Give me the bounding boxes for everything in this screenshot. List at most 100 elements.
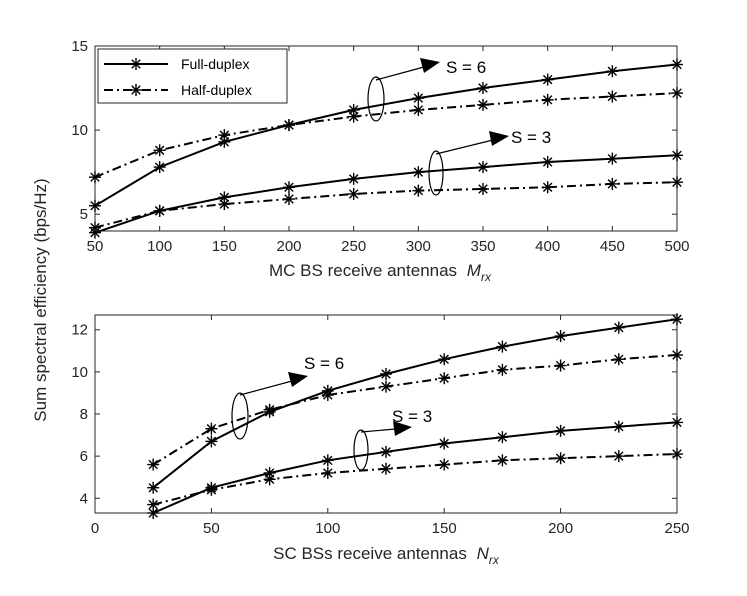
data-point bbox=[477, 82, 489, 95]
x-tick-label: 150 bbox=[432, 520, 457, 537]
x-tick-label: 100 bbox=[315, 520, 340, 537]
bottom-ticks: 0 50 100 150 200 250 4 6 8 10 12 bbox=[71, 315, 690, 537]
data-point bbox=[496, 454, 509, 467]
y-tick-label: 5 bbox=[80, 206, 88, 223]
top-plot-frame bbox=[94, 45, 678, 232]
data-point bbox=[496, 431, 509, 444]
y-axis-label: Sum spectral efficiency (bps/Hz) bbox=[31, 178, 50, 421]
data-point bbox=[380, 445, 392, 458]
x-tick-label: 250 bbox=[664, 520, 689, 537]
data-point bbox=[321, 389, 334, 402]
data-point bbox=[541, 73, 554, 86]
legend-marker-star bbox=[130, 84, 142, 96]
top-s6-label: S = 6 bbox=[446, 58, 486, 77]
top-annotation-s3: S = 3 bbox=[428, 128, 551, 196]
data-point bbox=[205, 435, 218, 448]
bottom-subplot: 0 50 100 150 200 250 4 6 8 10 12 S = 6 S = 3 SC BS… bbox=[71, 313, 690, 567]
data-point bbox=[496, 340, 509, 353]
series-full-duplex-6 bbox=[94, 63, 678, 207]
y-tick-label: 6 bbox=[80, 448, 88, 465]
bottom-annotation-s3: S = 3 bbox=[353, 407, 432, 471]
data-point bbox=[218, 135, 231, 148]
data-point bbox=[612, 353, 625, 366]
x-tick-label: 200 bbox=[276, 238, 301, 255]
top-subplot: 50 100 150 200 250 300 350 400 450 500 5 10 15 Full-… bbox=[71, 38, 689, 284]
legend: Full-duplex Half-duplex bbox=[97, 48, 288, 104]
data-point bbox=[153, 144, 166, 157]
data-point bbox=[380, 380, 392, 393]
data-point bbox=[554, 452, 567, 465]
legend-box bbox=[97, 48, 288, 104]
data-point bbox=[438, 372, 451, 385]
x-tick-label: 300 bbox=[406, 238, 431, 255]
top-s6-arrowhead bbox=[420, 58, 440, 73]
data-point bbox=[554, 330, 567, 343]
data-point bbox=[205, 422, 218, 435]
top-s3-label: S = 3 bbox=[511, 128, 551, 147]
data-point bbox=[321, 454, 334, 467]
data-point bbox=[153, 161, 166, 174]
x-tick-label: 400 bbox=[535, 238, 560, 255]
data-point bbox=[205, 483, 218, 496]
x-tick-label: 50 bbox=[87, 238, 104, 255]
data-point bbox=[283, 119, 295, 132]
data-point bbox=[671, 149, 683, 162]
data-point bbox=[412, 103, 425, 116]
top-s6-ellipse bbox=[367, 76, 385, 122]
series-half-duplex-3 bbox=[152, 453, 678, 506]
y-tick-label: 4 bbox=[80, 490, 88, 507]
top-series bbox=[89, 58, 683, 239]
bottom-s6-ellipse bbox=[231, 392, 249, 440]
data-point bbox=[541, 181, 554, 194]
data-point bbox=[606, 152, 619, 165]
data-point bbox=[89, 221, 101, 234]
top-s3-arrow-line bbox=[435, 139, 494, 155]
legend-half-duplex-label: Half-duplex bbox=[181, 82, 252, 98]
bottom-series bbox=[147, 313, 683, 519]
x-tick-label: 100 bbox=[147, 238, 172, 255]
data-point bbox=[283, 181, 295, 194]
top-annotation-s6: S = 6 bbox=[367, 58, 486, 122]
x-tick-label: 200 bbox=[548, 520, 573, 537]
data-point bbox=[496, 363, 509, 376]
bottom-s3-ellipse bbox=[353, 429, 369, 471]
y-tick-label: 12 bbox=[71, 322, 88, 339]
data-point bbox=[412, 184, 425, 197]
x-tick-label: 350 bbox=[470, 238, 495, 255]
data-point bbox=[477, 98, 489, 111]
data-point bbox=[612, 420, 625, 433]
data-point bbox=[606, 65, 619, 78]
y-tick-label: 8 bbox=[80, 406, 88, 423]
data-point bbox=[554, 359, 567, 372]
data-point bbox=[671, 349, 683, 362]
data-point bbox=[263, 403, 276, 416]
data-point bbox=[438, 437, 451, 450]
x-tick-label: 150 bbox=[212, 238, 237, 255]
data-point bbox=[153, 204, 166, 217]
data-point bbox=[263, 473, 276, 486]
data-point bbox=[477, 182, 489, 195]
data-point bbox=[218, 198, 231, 211]
x-tick-label: 250 bbox=[341, 238, 366, 255]
series-half-duplex-6 bbox=[94, 92, 678, 179]
data-point bbox=[612, 321, 625, 334]
bottom-s3-arrowhead bbox=[393, 421, 412, 436]
data-point bbox=[89, 199, 101, 212]
bottom-s3-arrow-line bbox=[360, 428, 397, 433]
legend-marker-star bbox=[130, 58, 142, 70]
bottom-annotation-s6: S = 6 bbox=[231, 354, 344, 440]
data-point bbox=[554, 424, 567, 437]
top-ticks: 50 100 150 200 250 300 350 400 450 500 5 10 15 bbox=[71, 38, 689, 255]
data-point bbox=[412, 166, 425, 179]
series-full-duplex-3 bbox=[152, 421, 678, 514]
x-tick-label: 500 bbox=[664, 238, 689, 255]
data-point bbox=[477, 161, 489, 174]
data-point bbox=[541, 93, 554, 106]
series-full-duplex-6 bbox=[152, 318, 678, 489]
series-full-duplex-3 bbox=[94, 154, 678, 234]
data-point bbox=[671, 87, 683, 100]
data-point bbox=[283, 193, 295, 206]
bottom-s6-arrowhead bbox=[288, 372, 308, 387]
x-tick-label: 450 bbox=[600, 238, 625, 255]
